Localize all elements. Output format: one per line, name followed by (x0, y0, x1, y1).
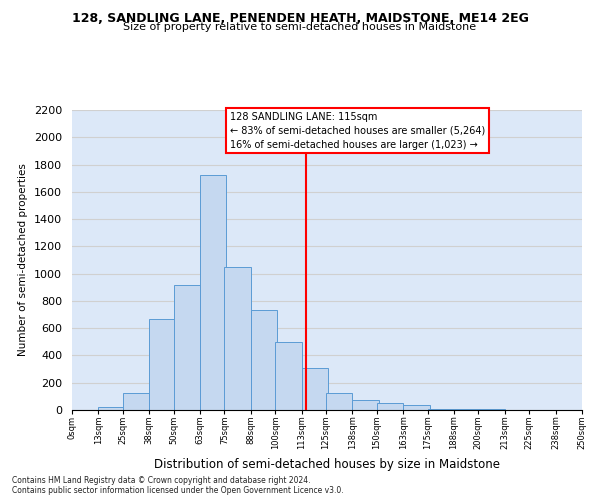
Bar (403, 404, 430, 410)
Bar (377, 403, 403, 410)
Bar (275, 342, 302, 410)
Text: Contains HM Land Registry data © Crown copyright and database right 2024.
Contai: Contains HM Land Registry data © Crown c… (12, 476, 344, 495)
Bar (352, 400, 379, 410)
Y-axis label: Number of semi-detached properties: Number of semi-detached properties (19, 164, 28, 356)
Bar (224, 267, 251, 410)
Bar (123, 393, 149, 410)
Text: Size of property relative to semi-detached houses in Maidstone: Size of property relative to semi-detach… (124, 22, 476, 32)
Bar (454, 408, 481, 410)
Text: 128 SANDLING LANE: 115sqm
← 83% of semi-detached houses are smaller (5,264)
16% : 128 SANDLING LANE: 115sqm ← 83% of semi-… (230, 112, 485, 150)
Bar (149, 318, 176, 410)
Bar (98, 406, 125, 410)
Bar (173, 284, 200, 410)
Bar (428, 408, 454, 410)
X-axis label: Distribution of semi-detached houses by size in Maidstone: Distribution of semi-detached houses by … (154, 458, 500, 471)
Bar (200, 175, 226, 410)
Bar (326, 393, 352, 410)
Text: 128, SANDLING LANE, PENENDEN HEATH, MAIDSTONE, ME14 2EG: 128, SANDLING LANE, PENENDEN HEATH, MAID… (71, 12, 529, 26)
Bar (302, 368, 328, 410)
Bar (251, 310, 277, 410)
